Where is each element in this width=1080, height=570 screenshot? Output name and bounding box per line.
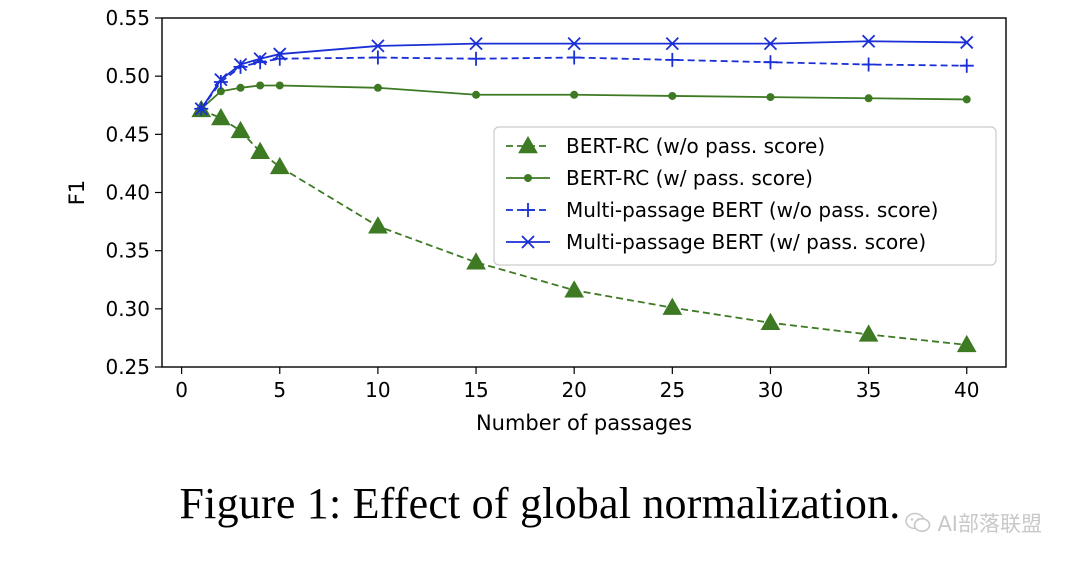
data-point-s1	[662, 297, 683, 315]
x-tick-label: 25	[660, 378, 685, 402]
legend-marker	[518, 135, 538, 154]
watermark-text: AI部落联盟	[937, 512, 1042, 536]
data-point-s4	[861, 34, 876, 48]
data-point-s1	[956, 334, 977, 353]
series-line-3	[200, 56, 967, 110]
data-point-s2	[766, 93, 775, 102]
legend-label: Multi-passage BERT (w/ pass. score)	[566, 230, 926, 254]
legend-label: Multi-passage BERT (w/o pass. score)	[566, 198, 938, 222]
data-point-s4	[371, 39, 385, 53]
x-tick-label: 20	[561, 378, 586, 402]
data-point-s3	[213, 74, 228, 89]
data-point-s4	[194, 102, 208, 116]
x-tick-label: 0	[175, 378, 188, 402]
data-point-s3	[861, 57, 876, 72]
data-point-s3	[665, 52, 680, 67]
line-chart: 0 5 10 15 20 25 30 35 40 0.25 0.30 0.35 0.40 0.45 0.50…	[65, 6, 1007, 435]
data-point-s1	[368, 216, 388, 234]
data-point-s2	[256, 81, 265, 90]
data-point-s2	[236, 83, 245, 92]
legend-marker	[521, 235, 535, 249]
figure-caption: Figure 1: Effect of global normalization…	[179, 479, 901, 528]
legend-label: BERT-RC (w/ pass. score)	[566, 166, 813, 190]
data-point-s3	[233, 59, 248, 74]
data-point-s4	[273, 47, 287, 61]
x-tick-label: 5	[273, 378, 286, 402]
y-tick-label: 0.30	[105, 297, 150, 321]
x-tick-label: 35	[856, 378, 881, 402]
data-point-s4	[763, 36, 778, 51]
data-point-s2	[216, 87, 225, 96]
data-point-s3	[469, 51, 484, 66]
data-point-s2	[668, 91, 677, 100]
data-point-s4	[233, 57, 248, 72]
data-point-s2	[962, 95, 971, 104]
data-point-s1	[858, 324, 879, 342]
data-point-s4	[567, 36, 581, 51]
data-point-s4	[960, 35, 974, 50]
data-point-s1	[760, 312, 781, 331]
data-point-s1	[250, 141, 271, 160]
data-point-s4	[253, 52, 267, 66]
x-axis-title: Number of passages	[476, 411, 692, 435]
data-point-s1	[564, 280, 585, 298]
wechat-icon	[905, 512, 931, 532]
data-point-s1	[466, 252, 486, 270]
legend-label: BERT-RC (w/o pass. score)	[566, 134, 825, 158]
x-tick-label: 30	[758, 378, 783, 402]
data-point-s1	[230, 120, 251, 139]
legend-box	[493, 126, 997, 266]
y-tick-label: 0.25	[105, 355, 150, 379]
y-tick-label: 0.55	[105, 6, 150, 30]
data-point-s4	[214, 73, 228, 87]
x-tick-label: 15	[463, 378, 488, 402]
x-tick-label: 40	[954, 378, 979, 402]
data-point-s2	[570, 90, 579, 99]
legend-marker	[524, 174, 532, 182]
data-point-s2	[864, 94, 873, 103]
data-point-s3	[763, 55, 778, 70]
data-point-s3	[959, 58, 974, 73]
data-point-s1	[211, 108, 231, 126]
watermark: AI部落联盟	[905, 508, 1042, 538]
data-point-s2	[275, 81, 284, 90]
y-tick-label: 0.50	[105, 64, 150, 88]
data-point-s4	[665, 36, 679, 51]
data-point-s4	[469, 36, 483, 51]
data-point-s1	[269, 156, 290, 175]
y-tick-label: 0.40	[105, 181, 150, 205]
data-point-s2	[373, 83, 382, 92]
x-tick-label: 10	[365, 378, 390, 402]
data-point-s2	[472, 90, 481, 99]
series-line-1	[200, 109, 967, 346]
series-line-2	[200, 84, 967, 110]
data-point-s3	[370, 50, 385, 65]
y-axis-title: F1	[65, 180, 89, 205]
y-tick-label: 0.35	[105, 239, 150, 263]
data-point-s3	[567, 50, 582, 65]
legend-marker	[521, 203, 535, 217]
y-tick-label: 0.45	[105, 122, 150, 146]
